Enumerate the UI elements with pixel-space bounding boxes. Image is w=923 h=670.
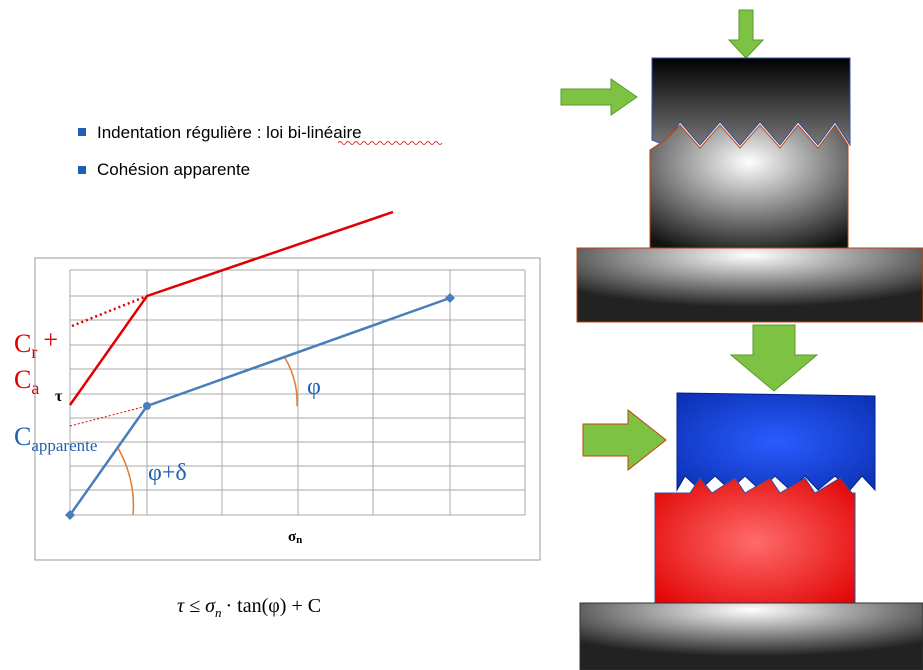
subscript: a — [31, 378, 39, 398]
top-assembly — [560, 9, 923, 323]
symbol: σ — [288, 529, 297, 545]
symbol: C — [14, 329, 31, 358]
point-marker — [143, 402, 151, 410]
grid — [69, 269, 526, 516]
label-tau: τ — [55, 388, 63, 405]
symbol: C — [14, 422, 31, 451]
symbol: C — [14, 365, 31, 394]
subscript: n — [296, 534, 302, 546]
label-c-apparente: Capparente — [14, 422, 97, 455]
bullet-text: Indentation régulière : loi bi-linéaire — [97, 123, 362, 142]
label-cr: Cr + — [14, 325, 58, 362]
suffix: + — [43, 325, 58, 354]
base — [579, 602, 923, 670]
label-phi: φ — [307, 374, 321, 400]
bullet-marker — [78, 128, 86, 136]
red-extrapolation — [71, 294, 148, 328]
arrow-transition — [729, 324, 819, 392]
label-ca: Ca — [14, 365, 39, 398]
bottom-assembly — [579, 392, 923, 670]
bullet-text: Cohésion apparente — [97, 160, 250, 179]
lower-block — [654, 477, 856, 606]
formula: τ ≤ σn · tan(φ) + C — [177, 595, 321, 620]
spell-underline — [337, 141, 443, 145]
bullet-marker — [78, 166, 86, 174]
upper-block — [676, 392, 876, 492]
formula-rhs: · tan(φ) + C — [226, 595, 322, 617]
lower-block — [649, 124, 849, 249]
arrow-down — [727, 9, 765, 59]
label-phi-delta: φ+δ — [148, 460, 187, 486]
point-marker — [65, 510, 75, 520]
angle-arc — [117, 447, 135, 516]
angle-arc — [284, 357, 298, 407]
arrow-right — [560, 78, 638, 116]
formula-lhs: τ ≤ σ — [177, 595, 216, 617]
point-marker — [445, 293, 455, 303]
axis-label: σn — [288, 529, 302, 546]
subscript: apparente — [31, 436, 97, 455]
base — [576, 247, 923, 323]
red-extrapolation — [69, 405, 148, 427]
arrow-right — [582, 408, 667, 472]
subscript: r — [31, 342, 37, 362]
formula-subscript: n — [215, 605, 222, 620]
